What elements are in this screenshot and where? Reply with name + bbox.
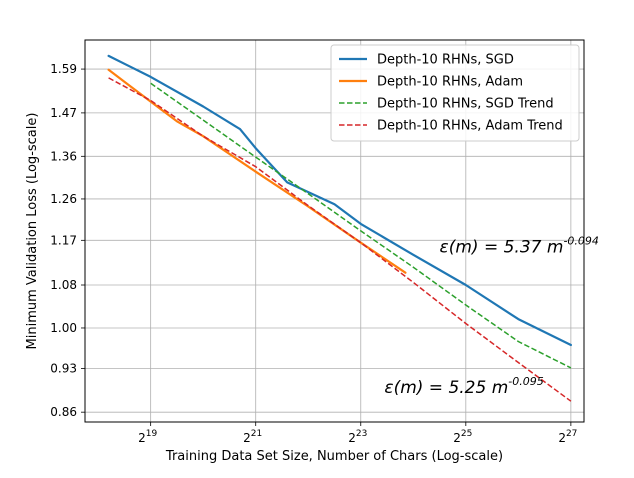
y-axis-label: Minimum Validation Loss (Log-scale)	[25, 113, 40, 350]
y-tick-label: 0.93	[50, 361, 77, 375]
series-line-3	[108, 77, 572, 402]
y-tick-label: 1.08	[50, 278, 77, 292]
x-axis-label: Training Data Set Size, Number of Chars …	[165, 449, 503, 464]
y-tick-label: 1.36	[50, 149, 77, 163]
annotations: ε(m) = 5.37 m-0.094 ε(m) = 5.25 m-0.095	[384, 234, 599, 398]
y-tick-label: 1.26	[50, 192, 77, 206]
legend-label-0: Depth-10 RHNs, SGD	[377, 53, 514, 68]
x-tick-label: 219	[138, 429, 157, 445]
plot-frame	[84, 39, 585, 423]
annotation-adam: ε(m) = 5.25 m-0.095	[384, 375, 543, 398]
x-tick-label: 225	[453, 429, 472, 445]
series-line-0	[107, 54, 573, 347]
x-axis: 219 221 223 225 227	[138, 422, 577, 445]
y-tick-label: 1.00	[50, 321, 77, 335]
legend-box	[330, 44, 580, 142]
y-axis: 0.86 0.93 1.00 1.08 1.17 1.26 1.36 1.47 1.59	[50, 62, 85, 419]
series-layer	[107, 54, 573, 402]
legend-label-3: Depth-10 RHNs, Adam Trend	[377, 119, 563, 134]
annotation-sgd: ε(m) = 5.37 m-0.094	[440, 234, 599, 257]
x-tick-label: 221	[243, 429, 262, 445]
y-tick-label: 1.59	[50, 62, 77, 76]
y-tick-label: 1.47	[50, 106, 77, 120]
y-tick-label: 0.86	[50, 405, 77, 419]
legend: Depth-10 RHNs, SGD Depth-10 RHNs, Adam Dep…	[330, 44, 580, 142]
series-line-2	[150, 82, 572, 369]
legend-label-1: Depth-10 RHNs, Adam	[377, 75, 523, 90]
y-tick-label: 1.17	[50, 233, 77, 247]
x-tick-label: 227	[558, 429, 577, 445]
x-tick-label: 223	[348, 429, 367, 445]
legend-label-2: Depth-10 RHNs, SGD Trend	[377, 97, 554, 112]
